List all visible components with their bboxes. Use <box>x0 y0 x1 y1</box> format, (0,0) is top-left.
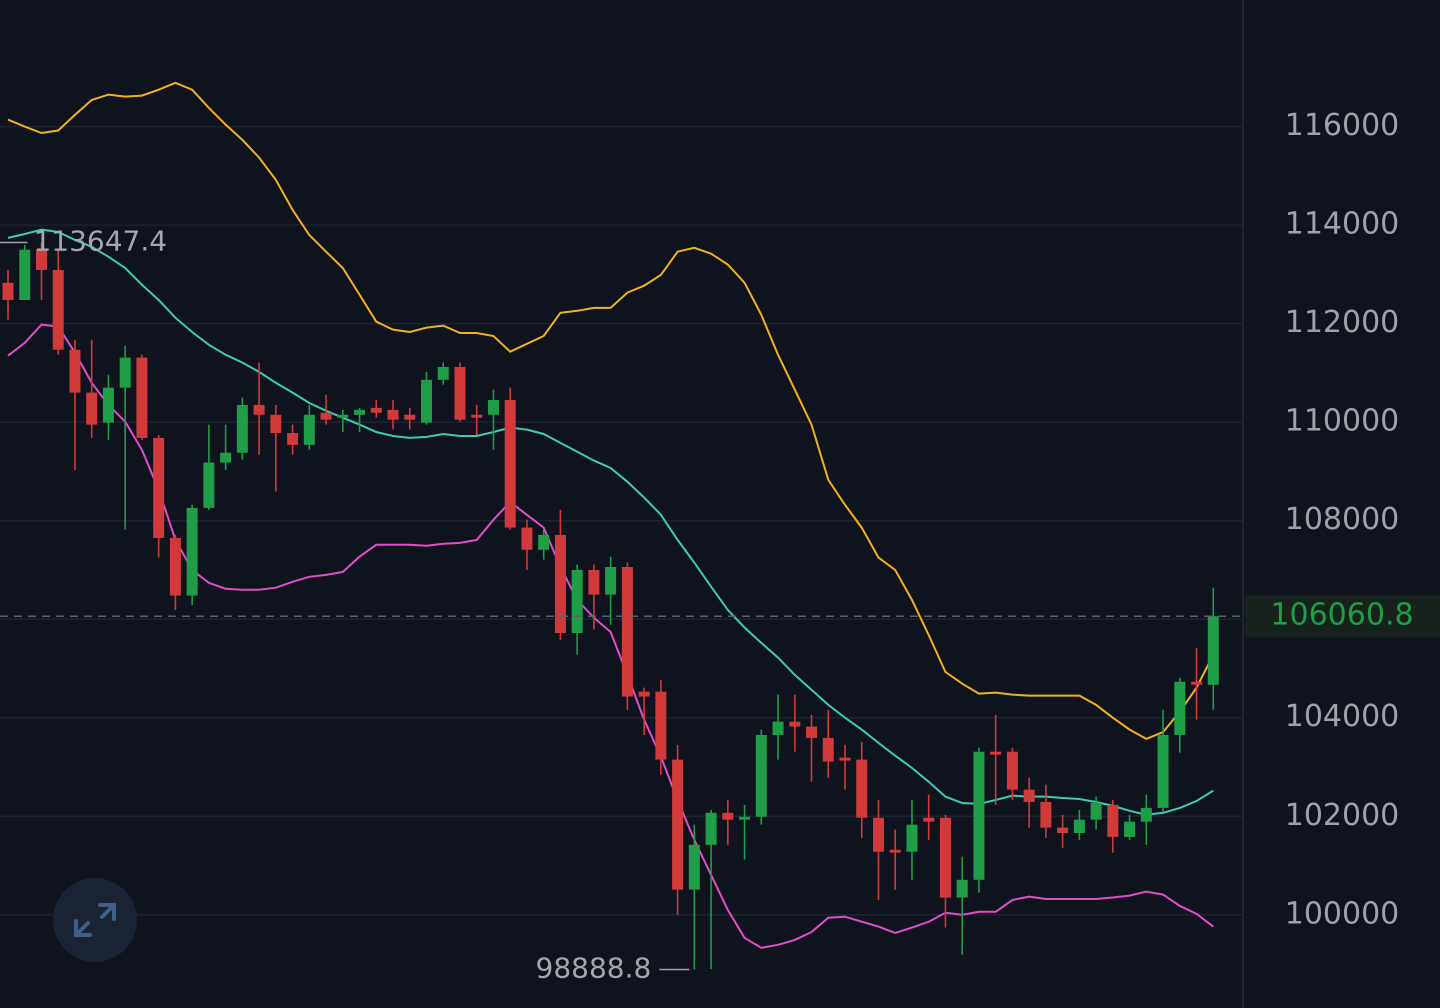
candle-body <box>270 414 282 434</box>
candle-body <box>839 757 851 761</box>
candle-body <box>889 849 901 853</box>
candle-body <box>437 366 449 380</box>
candle-body <box>186 507 198 596</box>
candle-body <box>354 409 366 415</box>
candle-body <box>1107 804 1119 837</box>
y-tick-label: 104000 <box>1285 699 1400 734</box>
candle-body <box>454 366 466 420</box>
candle-body <box>956 879 968 898</box>
candle-body <box>1140 807 1152 822</box>
candle-body <box>35 249 47 270</box>
grid: 1000001020001040001060001080001100001120… <box>0 108 1399 931</box>
candle-body <box>621 566 633 697</box>
candle-body <box>638 691 650 697</box>
candle-body <box>571 569 583 634</box>
last-price-label: 106060.8 <box>1270 598 1413 633</box>
candle-body <box>337 414 349 418</box>
candle-body <box>203 462 215 508</box>
candle-body <box>69 349 81 393</box>
candle-body <box>1207 616 1219 685</box>
candle-body <box>688 844 700 890</box>
candle-body <box>755 734 767 817</box>
expand-icon[interactable] <box>74 903 116 937</box>
last-price-box <box>1245 595 1440 638</box>
candle-body <box>1023 789 1035 802</box>
candle-body <box>722 812 734 820</box>
candle-body <box>906 824 918 852</box>
low-label: 98888.8 <box>536 952 652 985</box>
band-line <box>7 323 1214 949</box>
candle-body <box>739 816 751 820</box>
candle-body <box>605 566 617 595</box>
candle-body <box>504 400 516 528</box>
candle-body <box>2 282 14 300</box>
candle-body <box>387 409 399 420</box>
candle-body <box>370 407 382 413</box>
candle-body <box>822 737 834 762</box>
candle-body <box>923 817 935 822</box>
candle-body <box>320 412 332 420</box>
y-tick-label: 116000 <box>1285 108 1400 143</box>
candle-body <box>806 726 818 738</box>
candle-body <box>1040 801 1052 828</box>
candle-body <box>939 817 951 898</box>
y-tick-label: 112000 <box>1285 305 1400 340</box>
y-tick-label: 110000 <box>1285 404 1400 439</box>
candle-body <box>86 392 98 425</box>
candle-body <box>1073 819 1085 834</box>
candle-body <box>872 817 884 852</box>
candle-body <box>421 379 432 423</box>
candle-body <box>772 721 784 735</box>
candle-body <box>136 357 148 438</box>
candle-body <box>404 414 416 420</box>
y-tick-label: 102000 <box>1285 798 1400 833</box>
candle-body <box>588 569 600 595</box>
candles <box>2 242 1219 970</box>
candle-body <box>1057 827 1069 834</box>
candle-body <box>19 249 31 300</box>
candle-body <box>554 534 566 634</box>
expand-button[interactable] <box>53 878 137 962</box>
candle-body <box>1006 751 1018 790</box>
candle-body <box>672 759 684 890</box>
candle-body <box>1090 802 1102 820</box>
candle-body <box>521 527 533 550</box>
candle-body <box>1157 734 1169 808</box>
candle-body <box>1124 821 1136 837</box>
y-tick-label: 108000 <box>1285 502 1400 537</box>
candle-body <box>789 721 801 727</box>
y-tick-label: 114000 <box>1285 207 1400 242</box>
candle-body <box>856 759 868 818</box>
candle-body <box>220 452 232 463</box>
candle-body <box>655 691 667 760</box>
candle-body <box>538 534 550 550</box>
candle-body <box>102 387 114 423</box>
candle-body <box>119 357 131 388</box>
band-line <box>7 81 1215 741</box>
y-tick-label: 100000 <box>1285 896 1400 931</box>
candle-body <box>287 433 299 445</box>
candle-body <box>253 404 265 415</box>
candle-body <box>973 751 985 880</box>
candle-body <box>169 537 181 596</box>
high-label: 113647.4 <box>33 224 167 257</box>
candle-body <box>990 751 1002 755</box>
candle-body <box>705 812 717 845</box>
candle-body <box>303 414 315 445</box>
candle-body <box>487 400 499 415</box>
expand-button-bg[interactable] <box>53 878 137 962</box>
candle-body <box>1191 681 1203 685</box>
candle-body <box>153 437 165 538</box>
candle-body <box>1174 681 1186 735</box>
candle-body <box>471 414 483 418</box>
candle-body <box>52 269 64 350</box>
candle-body <box>236 404 248 453</box>
annotations: 113647.4 98888.8 106060.8 <box>0 224 1440 985</box>
